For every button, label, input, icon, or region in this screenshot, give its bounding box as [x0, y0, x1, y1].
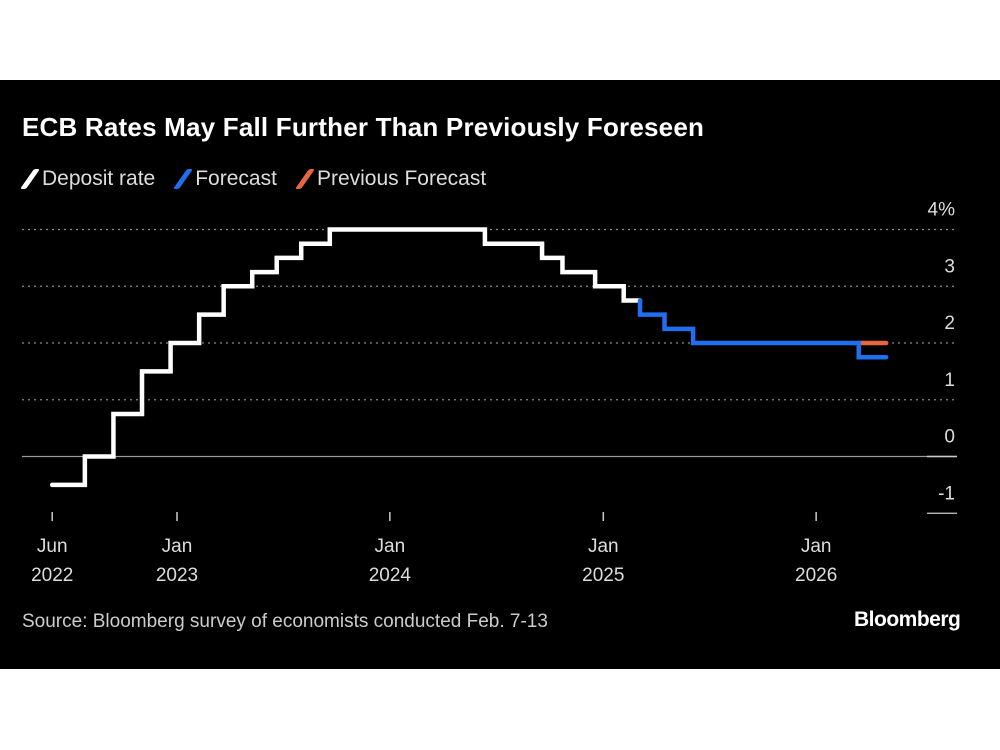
- x-tick-label: 2026: [795, 565, 837, 586]
- x-tick-label: Jan: [375, 536, 406, 557]
- legend-label: Deposit rate: [42, 167, 156, 190]
- x-tick-label: Jun: [37, 536, 68, 557]
- x-tick-label: 2025: [582, 565, 624, 586]
- y-tick-label: 0: [944, 427, 955, 448]
- series-line-forecast: [637, 298, 889, 360]
- x-tick-label: Jan: [588, 536, 619, 557]
- y-tick-label: 4%: [928, 200, 956, 221]
- x-tick-label: 2024: [369, 565, 412, 586]
- legend: Deposit rate Forecast Previous Forecast: [19, 167, 487, 191]
- x-tick-label: Jan: [162, 536, 193, 557]
- legend-label: Forecast: [195, 167, 277, 190]
- series-line-deposit-rate: [49, 227, 643, 488]
- x-tick-label: 2022: [31, 565, 73, 586]
- x-tick-label: Jan: [801, 536, 832, 557]
- y-tick-label: -1: [938, 483, 955, 504]
- legend-item-forecast: Forecast: [173, 167, 277, 191]
- chart-title: ECB Rates May Fall Further Than Previous…: [22, 112, 705, 142]
- y-tick-label: 1: [944, 370, 955, 391]
- y-tick-label: 3: [944, 256, 955, 277]
- chart-panel: [0, 80, 1000, 669]
- y-tick-label: 2: [944, 313, 955, 334]
- x-tick-label: 2023: [156, 565, 198, 586]
- legend-item-previous-forecast: Previous Forecast: [294, 167, 487, 191]
- legend-label: Previous Forecast: [316, 167, 487, 190]
- bloomberg-logo: Bloomberg: [854, 608, 961, 631]
- legend-item-deposit-rate: Deposit rate: [19, 167, 156, 191]
- source-note: Source: Bloomberg survey of economists c…: [22, 611, 548, 632]
